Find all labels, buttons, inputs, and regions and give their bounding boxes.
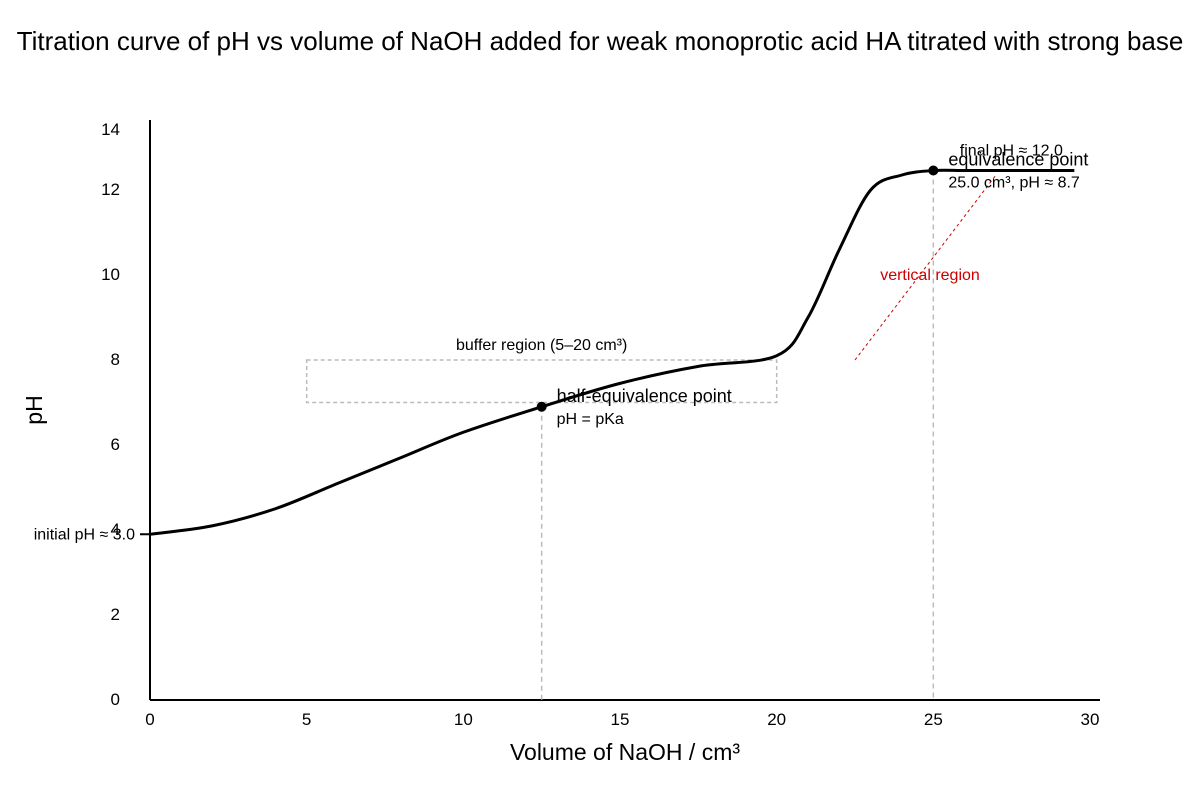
half-equivalence-label: half-equivalence point — [557, 386, 732, 406]
y-axis-label: pH — [21, 395, 47, 424]
y-tick-label: 14 — [101, 120, 120, 139]
x-tick-label: 15 — [611, 710, 630, 729]
x-tick-label: 0 — [145, 710, 154, 729]
y-tick-label: 10 — [101, 265, 120, 284]
y-tick-labels: 0 2 4 6 8 10 12 14 — [101, 120, 120, 709]
y-tick-label: 6 — [111, 435, 120, 454]
x-tick-label: 30 — [1081, 710, 1100, 729]
axes — [149, 120, 1100, 701]
chart-title: Titration curve of pH vs volume of NaOH … — [17, 26, 1184, 56]
y-tick-label: 12 — [101, 180, 120, 199]
half-equivalence-point-marker — [536, 401, 547, 412]
initial-ph-label: initial pH ≈ 3.0 — [34, 526, 135, 543]
x-tick-labels: 0 5 10 15 20 25 30 — [145, 710, 1099, 729]
half-equivalence-sublabel: pH = pKa — [557, 411, 624, 428]
final-ph-label: final pH ≈ 12.0 — [960, 143, 1063, 160]
y-tick-label: 2 — [111, 605, 120, 624]
equivalence-point-marker — [928, 165, 939, 176]
y-tick-label: 8 — [111, 350, 120, 369]
buffer-region-label: buffer region (5–20 cm³) — [456, 337, 627, 354]
x-tick-label: 20 — [767, 710, 786, 729]
y-tick-label: 0 — [111, 690, 120, 709]
buffer-region-box — [305, 359, 778, 404]
equivalence-point-sublabel: 25.0 cm³, pH ≈ 8.7 — [948, 175, 1080, 192]
x-tick-label: 25 — [924, 710, 943, 729]
x-axis-label: Volume of NaOH / cm³ — [510, 739, 740, 765]
vertical-region-line — [854, 174, 997, 361]
x-tick-label: 5 — [302, 710, 311, 729]
x-tick-label: 10 — [454, 710, 473, 729]
y-tick-label: 4 — [111, 520, 120, 539]
equivalence-point-label: equivalence point — [948, 150, 1088, 170]
vertical-region-label: vertical region — [880, 267, 980, 284]
